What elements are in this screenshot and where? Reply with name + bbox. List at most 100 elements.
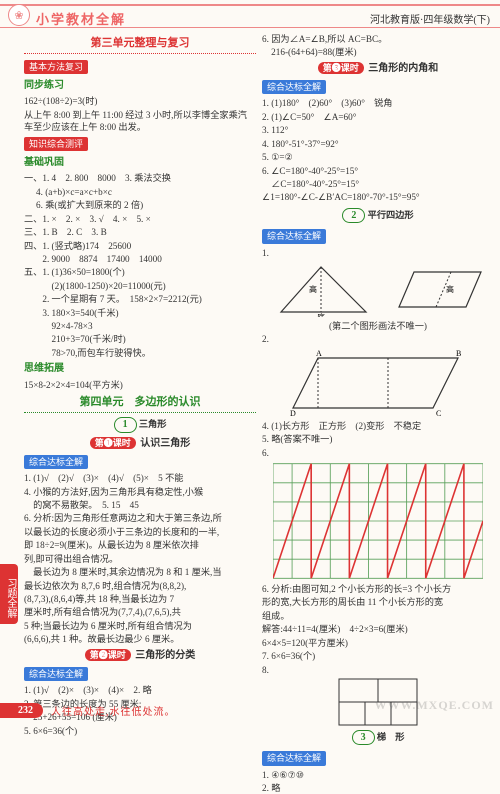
base-heading: 基础巩固 <box>24 156 256 170</box>
r6ane: 6×4×5=120(平方厘米) <box>262 637 494 649</box>
c6h: 厘米时,所有组合情况为(7,7,4),(7,6,5),共 <box>24 606 256 618</box>
c6e: 最长边为 8 厘米时,其余边情况为 8 和 1 厘米,当 <box>24 566 256 578</box>
e5: 5. ①=② <box>262 151 494 163</box>
lesson1-name: 认识三角形 <box>140 438 190 449</box>
c4: 4. 小猴的方法好,因为三角形具有稳定性,小猴 <box>24 486 256 498</box>
side-tab: 习题全解 <box>0 564 18 624</box>
comp3-label: 综合达标全解 <box>262 80 326 94</box>
sync-heading: 同步练习 <box>24 79 256 93</box>
think-line: 15×8-2×2×4=104(平方米) <box>24 379 256 391</box>
k1b: 4. (a+b)×c=a×c+b×c <box>24 186 256 198</box>
svg-text:C: C <box>436 409 441 418</box>
p4: 4. (1)长方形 正方形 (2)变形 不稳定 <box>262 420 494 432</box>
k5d: 3. 180×3=540(千米) <box>24 307 256 319</box>
e3: 3. 112° <box>262 124 494 136</box>
svg-text:A: A <box>316 349 322 358</box>
sync-line1: 162÷(108÷2)=3(时) <box>24 95 256 107</box>
lesson1-num: 第❶课时 <box>90 437 136 449</box>
logo-glyph: ❀ <box>14 9 23 22</box>
c6a: 6. 分析:因为三角形任意两边之和大于第三条边,所 <box>24 512 256 524</box>
unit4-banner: 第四单元 多边形的认识 <box>24 395 256 413</box>
c1: 1. (1)√ (2)√ (3)× (4)√ (5)× 5 不能 <box>24 472 256 484</box>
e2: 2. (1)∠C=50° ∠A=60° <box>262 111 494 123</box>
r6: 6. 因为∠A=∠B,所以 AC=BC。 <box>262 33 494 45</box>
svg-text:高: 高 <box>446 284 454 294</box>
c6g: (8,7,3),(8,6,4)等,共 18 种,当最长边为 7 <box>24 593 256 605</box>
r6and: 解答:44÷11=4(厘米) 4÷2×3=6(厘米) <box>262 623 494 635</box>
watermark: WWW.MXQE.COM <box>374 698 494 713</box>
r6anb: 形的宽,大长方形的周长由 11 个小长方形的宽 <box>262 596 494 608</box>
shape2-name: 平行四边形 <box>368 210 414 220</box>
shape1-num: 1 <box>114 417 137 433</box>
parallelogram-large: A B C D <box>288 348 468 418</box>
r6ana: 6. 分析:由图可知,2 个小长方形的长=3 个小长方 <box>262 583 494 595</box>
p1: 1. <box>262 247 494 259</box>
t1: 1. ④⑥⑦⑩ <box>262 769 494 781</box>
shape3-name: 梯 形 <box>377 732 405 742</box>
svg-text:B: B <box>456 349 461 358</box>
p6: 6. <box>262 447 494 459</box>
shape3-title: 3 梯 形 <box>262 730 494 746</box>
c6b: 以最长边的长度必须小于三条边的长度和的一半, <box>24 526 256 538</box>
lesson1: 第❶课时 认识三角形 <box>24 437 256 451</box>
basic-method-label: 基本方法复习 <box>24 60 88 74</box>
k1: 一、1. 4 2. 800 8000 3. 乘法交换 <box>24 172 256 184</box>
lesson3: 第❸课时 三角形的内角和 <box>262 62 494 76</box>
knowledge-label: 知识综合测评 <box>24 137 88 151</box>
lesson3-name: 三角形的内角和 <box>368 63 438 74</box>
triangle-figure: 高 底 <box>271 262 371 317</box>
k3: 三、1. B 2. C 3. B <box>24 226 256 238</box>
k5f: 210+3=70(千米/时) <box>24 333 256 345</box>
left-column: 第三单元整理与复习 基本方法复习 同步练习 162÷(108÷2)=3(时) 从… <box>24 32 256 688</box>
content-columns: 第三单元整理与复习 基本方法复习 同步练习 162÷(108÷2)=3(时) 从… <box>0 28 500 688</box>
grid-figure <box>273 461 483 581</box>
r6anc: 组成。 <box>262 610 494 622</box>
svg-text:底: 底 <box>317 312 325 317</box>
unit3-banner: 第三单元整理与复习 <box>24 36 256 54</box>
footer-motto: 人往高处走,水往低处流。 <box>51 703 176 718</box>
e4: 4. 180°-51°-37°=92° <box>262 138 494 150</box>
page-number: 232 <box>0 703 43 718</box>
c6f: 最长边依次为 8,7,6 时,组合情况为(8,8,2), <box>24 580 256 592</box>
lesson2-name: 三角形的分类 <box>135 650 195 661</box>
svg-text:高: 高 <box>309 284 317 294</box>
lesson3-num: 第❸课时 <box>318 62 364 74</box>
k2: 二、1. × 2. × 3. √ 4. × 5. × <box>24 213 256 225</box>
r7: 7. 6×6=36(个) <box>262 650 494 662</box>
svg-text:D: D <box>290 409 296 418</box>
comp2-label: 综合达标全解 <box>24 667 88 681</box>
think-heading: 思维拓展 <box>24 362 256 376</box>
shape3-num: 3 <box>352 730 375 746</box>
c6c: 即 18÷2=9(厘米)。从最长边为 8 厘米依次排 <box>24 539 256 551</box>
lesson2-num: 第❷课时 <box>85 649 131 661</box>
series-title: 小学教材全解 <box>36 9 126 28</box>
p1-note: (第二个图形画法不唯一) <box>262 320 494 332</box>
shape1-name: 三角形 <box>139 419 167 429</box>
c6i: 5 种;当最长边为 6 厘米时,所有组合情况为 <box>24 620 256 632</box>
comp4-label: 综合达标全解 <box>262 229 326 243</box>
c4b: 的窝不易散架。 5. 15 45 <box>24 499 256 511</box>
page-header: ❀ 小学教材全解 河北教育版·四年级数学(下) <box>0 4 500 28</box>
e6: 6. ∠C=180°-40°-25°=15° <box>262 165 494 177</box>
e6c: ∠1=180°-∠C-∠B′AC=180°-70°-15°=95° <box>262 191 494 203</box>
comp5-label: 综合达标全解 <box>262 751 326 765</box>
r8: 8. <box>262 664 494 676</box>
d1: 1. (1)√ (2)× (3)× (4)× 2. 略 <box>24 684 256 696</box>
fig-row-1: 高 底 高 <box>262 260 494 319</box>
k5a: 五、1. (1)36×50=1800(个) <box>24 266 256 278</box>
right-column: 6. 因为∠A=∠B,所以 AC=BC。 216-(64+64)=88(厘米) … <box>262 32 494 688</box>
comp-label: 综合达标全解 <box>24 455 88 469</box>
lesson2: 第❷课时 三角形的分类 <box>24 649 256 663</box>
edition-label: 河北教育版·四年级数学(下) <box>370 11 490 26</box>
k1c: 6. 乘(或扩大到原来的 2 倍) <box>24 199 256 211</box>
k4b: 2. 9000 8874 17400 14000 <box>24 253 256 265</box>
d5: 5. 6×6=36(个) <box>24 725 256 737</box>
parallelogram-small: 高 <box>396 262 486 317</box>
p5: 5. 略(答案不唯一) <box>262 433 494 445</box>
shape2-num: 2 <box>342 208 365 224</box>
k5b: (2)(1800-1250)×20=11000(元) <box>24 280 256 292</box>
c6d: 列,即可得出组合情况。 <box>24 553 256 565</box>
shape1-title: 1 三角形 <box>24 417 256 433</box>
e6b: ∠C=180°-40°-25°=15° <box>262 178 494 190</box>
r6b: 216-(64+64)=88(厘米) <box>262 46 494 58</box>
